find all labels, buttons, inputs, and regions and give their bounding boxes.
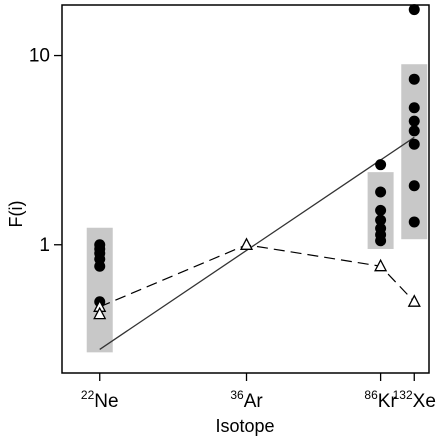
solid-fit-line [99, 136, 415, 350]
x-tick-label: 22Ne [81, 388, 119, 412]
x-tick-label-element: Xe [413, 391, 436, 412]
dashed-series-line [99, 244, 415, 308]
data-point-triangle [239, 237, 254, 250]
data-point-circle [408, 216, 420, 228]
data-point-circle [408, 138, 420, 150]
data-point-triangle [374, 258, 388, 272]
x-tick-label-element: Kr [378, 391, 398, 412]
data-point-circle [375, 214, 387, 226]
data-points [93, 4, 421, 320]
y-tick-label: 1 [39, 235, 50, 256]
data-point-circle [408, 180, 420, 192]
data-point-circle [408, 73, 420, 85]
fit-lines [99, 136, 415, 350]
y-axis-title: F(i) [6, 201, 26, 228]
data-point-circle [375, 204, 387, 216]
data-point-circle [375, 159, 387, 171]
x-axis-title: Isotope [215, 416, 274, 436]
x-tick-label-superscript: 86 [364, 388, 378, 402]
data-point-circle [408, 102, 420, 114]
x-tick-label: 86Kr [364, 388, 397, 412]
data-point-triangle [407, 294, 421, 307]
data-point-circle [375, 235, 387, 247]
x-tick-label-element: Ne [94, 391, 118, 412]
x-tick-label-element: Ar [244, 391, 264, 412]
data-point-circle [408, 125, 420, 137]
x-tick-label-superscript: 22 [81, 388, 95, 402]
x-tick-label: 36Ar [230, 388, 263, 412]
x-tick-label-superscript: 36 [230, 388, 244, 402]
data-point-triangle [93, 306, 107, 320]
x-tick-label: 132Xe [393, 388, 436, 412]
plot-frame [61, 4, 430, 374]
y-tick-label: 10 [29, 46, 50, 67]
data-point-circle [408, 115, 420, 127]
data-point-circle [94, 260, 106, 272]
data-point-circle [375, 186, 387, 198]
range-bar-xe [401, 64, 428, 240]
x-tick-label-superscript: 132 [393, 388, 413, 402]
data-point-circle [408, 4, 420, 16]
